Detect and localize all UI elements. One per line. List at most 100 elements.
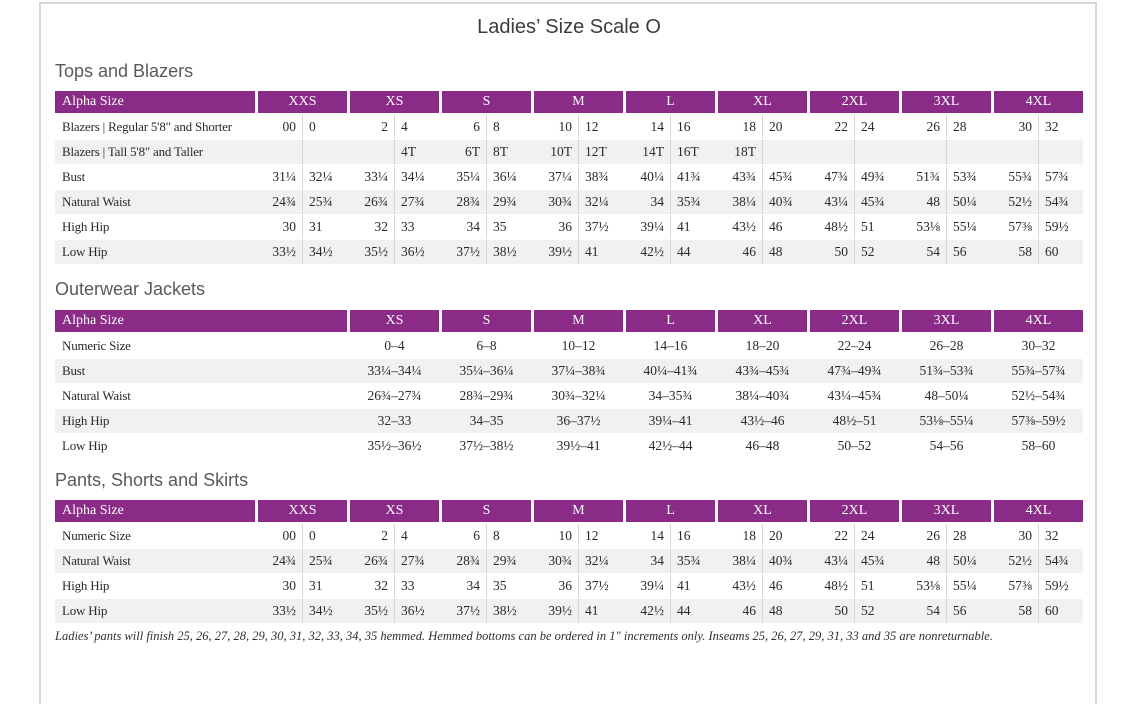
cell-value: 59½ (1038, 215, 1083, 239)
cell-value: 12 (578, 115, 623, 139)
cell-value: 51 (854, 574, 899, 598)
cell-bust-4xl: 55¾ 57¾ (994, 165, 1083, 189)
cell-low-hip-xs: 35½ 36½ (350, 240, 439, 264)
cell-value: 28 (946, 115, 991, 139)
column-header-m: M (534, 91, 623, 113)
cell-value: 38½ (486, 240, 531, 264)
cell-value: 36½ (394, 599, 439, 623)
cell-value: 35¼ (456, 169, 480, 184)
cell-value: 32 (374, 219, 389, 234)
cell-bust-l: 40¼ 41¾ (626, 165, 715, 189)
column-header-xs: XS (350, 500, 439, 522)
cell-numeric-size-m: 10–12 (561, 338, 596, 353)
cell-value: 48 (926, 553, 941, 568)
cell-high-hip-s: 34 35 (442, 574, 531, 598)
cell-high-hip-m: 36 37½ (534, 215, 623, 239)
cell-value: 45¾ (854, 549, 899, 573)
cell-value: 29¾ (486, 549, 531, 573)
cell-value: 0 (302, 524, 347, 548)
cell-value: 44 (670, 599, 715, 623)
cell-value: 40¾ (762, 549, 807, 573)
cell-bust-4xl: 55¾–57¾ (1011, 363, 1066, 378)
cell-value: 38¼ (732, 553, 756, 568)
cell-natural-waist-xl: 38¼ 40¾ (718, 549, 807, 573)
cell-value: 48 (762, 240, 807, 264)
section-pants-shorts-and-skirts: Pants, Shorts and Skirts Alpha Size XXS XS… (55, 469, 1083, 624)
cell-value: 30 (282, 219, 297, 234)
cell-blazers-tall-5-8-and-taller-xl: 18T (718, 140, 807, 164)
cell-high-hip-2xl: 48½ 51 (810, 215, 899, 239)
cell-value: 57⅜ (1008, 219, 1032, 234)
cell-high-hip-l: 39¼ 41 (626, 215, 715, 239)
cell-high-hip-l: 39¼–41 (648, 413, 693, 428)
cell-value: 30 (282, 578, 297, 593)
cell-natural-waist-m: 30¾ 32¼ (534, 549, 623, 573)
cell-low-hip-3xl: 54–56 (929, 438, 964, 453)
cell-value: 50¼ (946, 190, 991, 214)
cell-numeric-size-3xl: 26 28 (902, 524, 991, 548)
cell-value: 43½ (732, 578, 756, 593)
cell-high-hip-4xl: 57⅜ 59½ (994, 215, 1083, 239)
cell-low-hip-l: 42½–44 (648, 438, 693, 453)
cell-value: 52 (854, 240, 899, 264)
table-row-bust: Bust 31¼ 32¼ 33¼ 34¼ 35¼ 36¼ 37¼ 38¾ 40¼ 41¾ 43¾ 45¾… (55, 165, 1083, 190)
column-header-s: S (442, 500, 531, 522)
cell-value: 35¾ (670, 549, 715, 573)
cell-high-hip-m: 36 37½ (534, 574, 623, 598)
row-label-natural-waist: Natural Waist (62, 388, 131, 403)
cell-value: 16 (670, 115, 715, 139)
cell-value: 8 (486, 524, 531, 548)
cell-low-hip-3xl: 54 56 (902, 599, 991, 623)
cell-value: 49¾ (854, 165, 899, 189)
cell-value: 32¼ (578, 190, 623, 214)
cell-value: 34 (650, 553, 665, 568)
cell-value: 35 (486, 574, 531, 598)
cell-value: 28 (946, 524, 991, 548)
cell-value: 58 (1018, 603, 1033, 618)
column-header-xs: XS (350, 91, 439, 113)
cell-value: 31 (302, 215, 347, 239)
section-heading-outerwear-jackets: Outerwear Jackets (55, 279, 206, 299)
cell-numeric-size-4xl: 30 32 (994, 524, 1083, 548)
table-header-row: Alpha Size XXS XS S M L XL 2XL 3XL 4XL (55, 91, 1083, 113)
column-header-alpha-size: Alpha Size (55, 91, 255, 113)
cell-low-hip-s: 37½ 38½ (442, 599, 531, 623)
cell-value: 38¼ (732, 194, 756, 209)
column-header-xxs: XXS (258, 91, 347, 113)
cell-value: 50 (834, 244, 849, 259)
footnote: Ladies’ pants will finish 25, 26, 27, 28… (55, 629, 993, 643)
cell-high-hip-m: 36–37½ (556, 413, 601, 428)
cell-low-hip-xxs: 33½ 34½ (258, 240, 347, 264)
row-label-numeric-size: Numeric Size (62, 338, 131, 353)
cell-value: 54 (926, 603, 941, 618)
column-header-xl: XL (718, 91, 807, 113)
cell-low-hip-2xl: 50–52 (837, 438, 872, 453)
cell-numeric-size-xl: 18 20 (718, 524, 807, 548)
cell-value: 10 (558, 119, 573, 134)
table-row-numeric-size: Numeric Size 00 0 2 4 6 8 10 12 14 16 18 20 22 24 26 28 3… (55, 524, 1083, 549)
cell-low-hip-xs: 35½–36½ (367, 438, 422, 453)
cell-natural-waist-xs: 26¾ 27¾ (350, 190, 439, 214)
cell-low-hip-2xl: 50 52 (810, 240, 899, 264)
cell-numeric-size-s: 6–8 (476, 338, 497, 353)
cell-low-hip-s: 37½ 38½ (442, 240, 531, 264)
cell-value: 55¾ (1008, 169, 1032, 184)
cell-high-hip-s: 34 35 (442, 215, 531, 239)
cell-value (810, 140, 854, 164)
table-header-row: Alpha Size XS S M L XL 2XL 3XL 4XL (55, 310, 1083, 332)
cell-value: 2 (381, 528, 388, 543)
size-table-pants-shorts-and-skirts: Alpha Size XXS XS S M L XL 2XL 3XL 4XL Numeric Siz… (55, 500, 1083, 624)
cell-value: 38¾ (578, 165, 623, 189)
cell-value: 33¼ (364, 169, 388, 184)
cell-value: 41 (670, 215, 715, 239)
cell-value: 27¾ (394, 549, 439, 573)
cell-value: 12T (578, 140, 623, 164)
column-header-2xl: 2XL (810, 500, 899, 522)
cell-value: 59½ (1038, 574, 1083, 598)
cell-value: 37¼ (548, 169, 572, 184)
cell-value: 18T (734, 144, 756, 159)
cell-numeric-size-xs: 0–4 (384, 338, 405, 353)
cell-low-hip-3xl: 54 56 (902, 240, 991, 264)
cell-value: 22 (834, 528, 849, 543)
cell-value: 24 (854, 524, 899, 548)
